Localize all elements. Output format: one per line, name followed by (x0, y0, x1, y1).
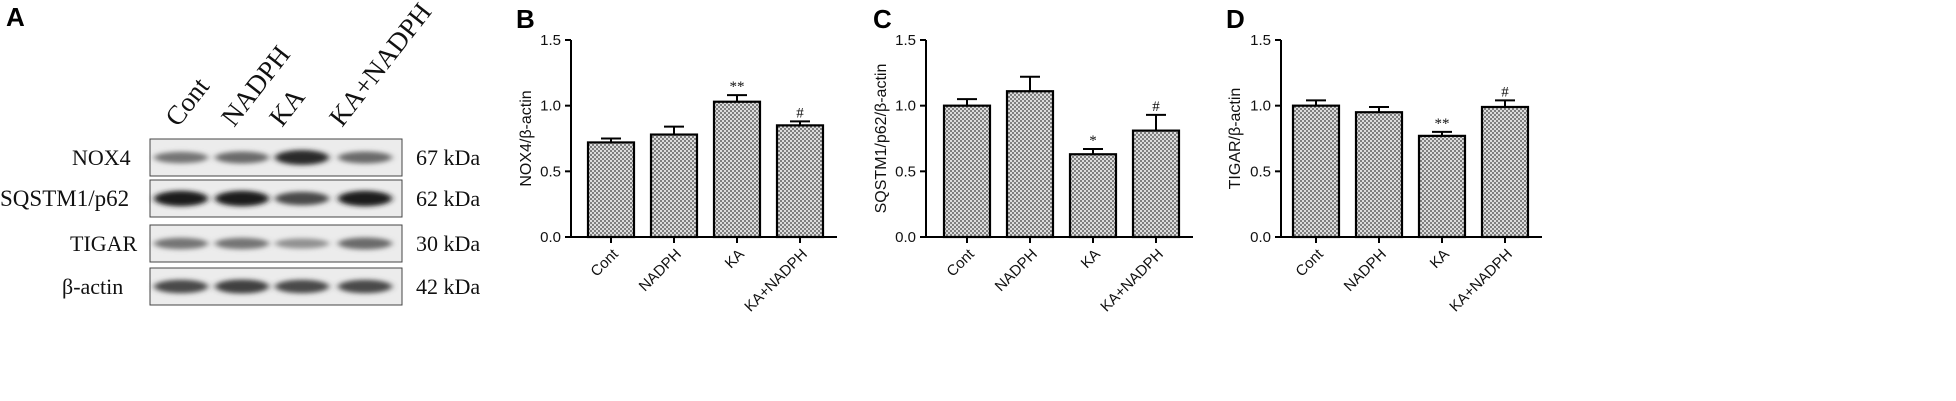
x-category-label: NADPH (636, 246, 685, 295)
blot-row: TIGAR 30 kDa (70, 224, 480, 263)
bar (1291, 104, 1341, 239)
blot-row: β-actin 42 kDa (62, 267, 480, 306)
protein-label: NOX4 (72, 145, 131, 170)
x-category-label: NADPH (1341, 246, 1390, 295)
y-tick-label: 0.5 (540, 163, 561, 180)
y-axis-label: TIGAR/β-actin (1227, 88, 1244, 190)
blot-band (338, 237, 392, 250)
x-category-label: Cont (587, 245, 622, 280)
significance-marker: * (1089, 133, 1097, 149)
x-category-label: Cont (1292, 245, 1327, 280)
blot-band (275, 150, 329, 165)
blot-band (154, 190, 208, 207)
lane-label: KA+NADPH (323, 0, 437, 132)
significance-marker: ** (1435, 116, 1450, 132)
panel-letter-a: A (6, 2, 25, 32)
blot-rows: NOX4 67 kDa SQSTM1/p62 62 kDa TIGAR 30 kDa β-a… (0, 138, 480, 306)
y-tick-label: 0.5 (1250, 163, 1271, 180)
significance-marker: ** (730, 79, 745, 95)
bar-chart-b: B NOX4/β-actin 0.0 0.5 1.0 1.5 Cont NADPH ** KA # K… (516, 4, 837, 315)
significance-marker: # (796, 105, 804, 121)
bar (649, 133, 699, 239)
blot-band (154, 237, 208, 250)
x-category-label: KA+NADPH (1097, 246, 1166, 315)
blot-band (215, 237, 269, 250)
blot-band (275, 238, 329, 249)
blot-band (275, 279, 329, 294)
bar (712, 100, 762, 239)
panel-letter: D (1226, 4, 1245, 34)
x-category-label: KA+NADPH (1446, 246, 1515, 315)
molecular-weight-label: 62 kDa (416, 186, 480, 211)
y-tick-label: 1.0 (895, 98, 916, 115)
bar (1131, 129, 1181, 239)
bar (1480, 105, 1530, 239)
y-tick-label: 1.5 (540, 32, 561, 49)
bar (775, 124, 825, 239)
molecular-weight-label: 67 kDa (416, 145, 480, 170)
bar (1005, 90, 1055, 239)
x-category-label: KA (722, 246, 748, 272)
y-tick-label: 0.5 (895, 163, 916, 180)
blot-band (275, 191, 329, 206)
y-tick-label: 1.0 (1250, 98, 1271, 115)
blot-band (154, 151, 208, 164)
bar (1068, 153, 1118, 239)
blot-row: SQSTM1/p62 62 kDa (0, 179, 480, 218)
protein-label: SQSTM1/p62 (0, 186, 129, 211)
significance-marker: # (1152, 99, 1160, 115)
protein-label: β-actin (62, 274, 123, 299)
y-tick-label: 0.0 (540, 229, 561, 246)
y-tick-label: 0.0 (1250, 229, 1271, 246)
blot-band (154, 279, 208, 294)
molecular-weight-label: 30 kDa (416, 231, 480, 256)
molecular-weight-label: 42 kDa (416, 274, 480, 299)
x-category-label: NADPH (992, 246, 1041, 295)
y-axis-label: SQSTM1/p62/β-actin (873, 64, 890, 214)
y-tick-label: 1.5 (895, 32, 916, 49)
y-tick-label: 1.5 (1250, 32, 1271, 49)
blot-band (338, 190, 392, 207)
blot-band (338, 279, 392, 294)
blot-band (215, 279, 269, 294)
blot-band (215, 190, 269, 207)
bar-chart-c: C SQSTM1/p62/β-actin 0.0 0.5 1.0 1.5 Cont NADPH… (873, 4, 1193, 315)
blot-band (338, 151, 392, 164)
bar (586, 141, 636, 239)
y-tick-label: 1.0 (540, 98, 561, 115)
y-tick-label: 0.0 (895, 229, 916, 246)
panel-letter: B (516, 4, 535, 34)
bar-chart-d: D TIGAR/β-actin 0.0 0.5 1.0 1.5 Cont NADPH ** KA #… (1226, 4, 1542, 315)
significance-marker: # (1501, 84, 1509, 100)
bar (1417, 134, 1467, 239)
x-category-label: KA (1078, 246, 1104, 272)
bar (942, 104, 992, 239)
blot-band (215, 151, 269, 164)
panel-letter: C (873, 4, 892, 34)
x-category-label: KA+NADPH (741, 246, 810, 315)
protein-label: TIGAR (70, 231, 138, 256)
x-category-label: KA (1427, 246, 1453, 272)
blot-row: NOX4 67 kDa (72, 138, 480, 177)
x-category-label: Cont (943, 245, 978, 280)
lane-label: Cont (159, 71, 215, 131)
y-axis-label: NOX4/β-actin (518, 90, 535, 186)
bar (1354, 111, 1404, 239)
